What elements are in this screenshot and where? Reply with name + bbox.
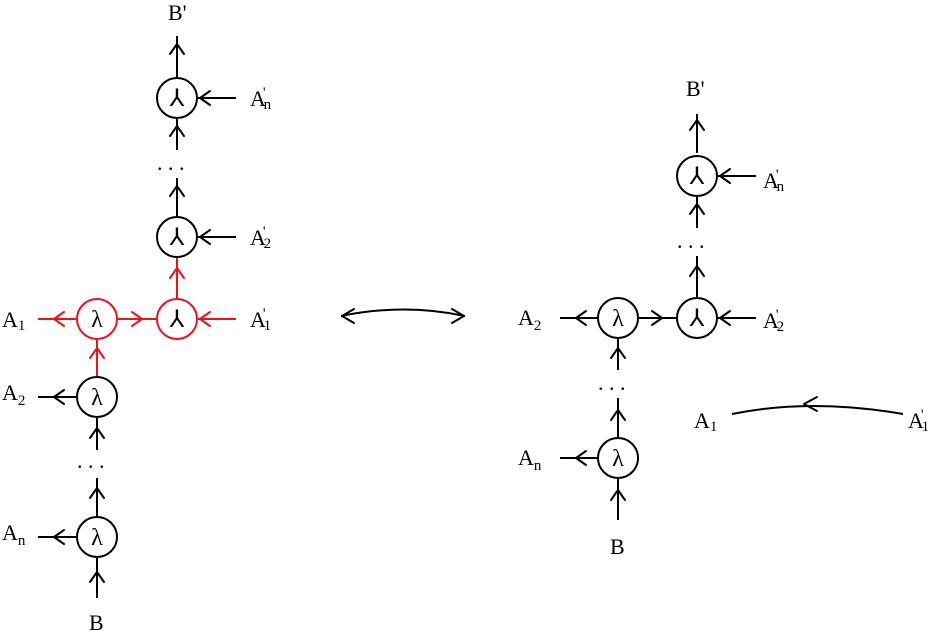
merge-glyph: ⅄ xyxy=(689,164,705,190)
arrowhead xyxy=(575,450,587,466)
arrowhead xyxy=(689,265,705,277)
label-bprime: B' xyxy=(168,0,187,25)
label-a2: A2 xyxy=(2,380,25,409)
arrowhead-red xyxy=(89,347,105,359)
left-diagram: ⅄ ⅄ ⅄ λ λ λ . . . . . . B' A' n A' 2 A' 1 A xyxy=(2,0,272,634)
arrowhead xyxy=(341,308,355,324)
ellipsis: . . . xyxy=(677,228,705,253)
label-b: B xyxy=(610,534,625,559)
label-a1: A1 xyxy=(694,408,717,435)
arrowhead xyxy=(169,43,185,55)
merge-glyph: ⅄ xyxy=(169,86,185,112)
lambda-node: λ xyxy=(597,437,639,479)
arrowhead xyxy=(689,203,705,215)
arrowhead xyxy=(719,310,731,326)
merge-glyph: ⅄ xyxy=(169,225,185,251)
lambda-glyph: λ xyxy=(91,525,103,551)
arrowhead xyxy=(575,310,587,326)
ellipsis: . . . xyxy=(77,448,105,473)
merge-node-red: ⅄ xyxy=(156,298,198,340)
arrowhead xyxy=(89,571,105,583)
merge-glyph: ⅄ xyxy=(169,307,185,333)
arrowhead xyxy=(610,347,626,359)
lambda-node: λ xyxy=(597,297,639,339)
merge-glyph: ⅄ xyxy=(689,306,705,332)
ellipsis: . . . xyxy=(598,370,626,395)
merge-node: ⅄ xyxy=(156,77,198,119)
label-a1prime: A' 1 xyxy=(250,306,271,334)
lambda-glyph: λ xyxy=(91,307,103,333)
merge-node: ⅄ xyxy=(676,155,718,197)
label-a1: A1 xyxy=(2,307,25,334)
merge-node: ⅄ xyxy=(676,297,718,339)
arrowhead-red xyxy=(131,311,143,327)
label-anprime: A' n xyxy=(763,167,785,195)
label-b: B xyxy=(89,610,104,634)
arrowhead xyxy=(451,308,465,324)
arrowhead-red xyxy=(199,311,211,327)
arrowhead xyxy=(651,310,663,326)
label-an: An xyxy=(518,445,542,474)
arrowhead xyxy=(610,409,626,421)
lambda-node: λ xyxy=(76,516,118,558)
arrowhead-red xyxy=(169,267,185,279)
arrowhead xyxy=(199,90,211,106)
equivalence-arrow xyxy=(340,308,466,324)
arrowhead xyxy=(89,487,105,499)
lambda-glyph: λ xyxy=(91,385,103,411)
arrowhead xyxy=(53,389,65,405)
arrowhead xyxy=(610,489,626,501)
arrowhead xyxy=(719,168,731,184)
arrowhead-red xyxy=(53,311,65,327)
arrowhead xyxy=(199,229,211,245)
label-a2prime: A' 2 xyxy=(250,224,271,252)
merge-node: ⅄ xyxy=(156,216,198,258)
lambda-glyph: λ xyxy=(612,306,624,332)
arrowhead xyxy=(803,396,818,412)
arrowhead xyxy=(53,529,65,545)
arrowhead xyxy=(169,185,185,197)
lambda-node-red: λ xyxy=(76,298,118,340)
right-diagram: ⅄ ⅄ λ λ . . . . . . B' A' n A' 2 A2 An B A… xyxy=(518,76,929,559)
edge-a1prime-to-a1 xyxy=(731,405,904,415)
label-a1prime: A' 1 xyxy=(908,407,929,435)
label-an: An xyxy=(2,520,26,549)
lambda-glyph: λ xyxy=(612,446,624,472)
label-a2prime: A' 2 xyxy=(763,307,784,335)
arrowhead xyxy=(689,119,705,131)
label-a2: A2 xyxy=(518,305,541,334)
ellipsis: . . . xyxy=(157,150,185,175)
label-bprime: B' xyxy=(686,76,705,101)
arrowhead xyxy=(169,125,185,137)
label-anprime: A' n xyxy=(250,85,272,113)
lambda-node: λ xyxy=(76,376,118,418)
equivalence-curve xyxy=(340,308,466,317)
arrowhead xyxy=(89,427,105,439)
